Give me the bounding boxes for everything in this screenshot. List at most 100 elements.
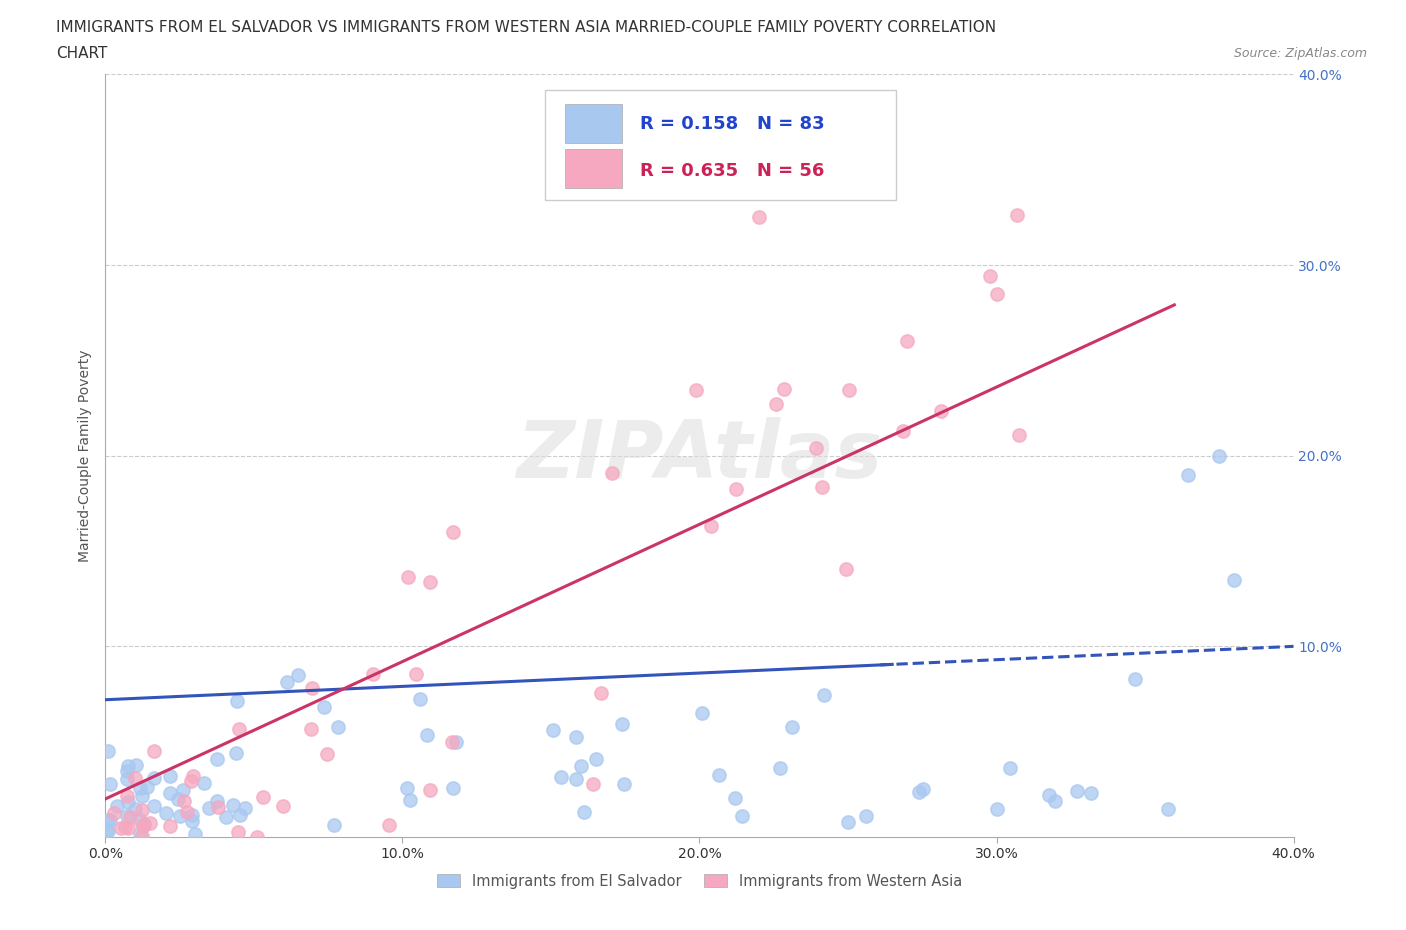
Point — [1008, 428, 1031, 443]
Point — [301, 681, 323, 696]
Point — [155, 806, 177, 821]
Point — [550, 769, 572, 784]
Point — [315, 747, 337, 762]
Point — [159, 786, 181, 801]
Point — [685, 383, 707, 398]
Text: R = 0.158   N = 83: R = 0.158 N = 83 — [640, 115, 825, 133]
Point — [441, 525, 464, 540]
Point — [207, 800, 229, 815]
Point — [312, 699, 335, 714]
Point — [117, 794, 139, 809]
Point — [193, 776, 215, 790]
Point — [124, 802, 146, 817]
Point — [105, 798, 128, 813]
Point — [585, 751, 607, 766]
Point — [600, 466, 623, 481]
Point — [229, 807, 252, 822]
Point — [835, 562, 858, 577]
Point — [998, 761, 1021, 776]
Point — [748, 210, 770, 225]
Point — [811, 480, 834, 495]
Point — [173, 793, 195, 808]
Point — [979, 269, 1001, 284]
Point — [132, 817, 155, 831]
Point — [180, 814, 202, 829]
Point — [730, 809, 752, 824]
Bar — [565, 104, 623, 143]
Point — [118, 809, 141, 824]
Point — [773, 381, 796, 396]
Point — [908, 785, 931, 800]
Point — [143, 799, 166, 814]
Point — [131, 789, 153, 804]
Point — [322, 818, 344, 833]
Point — [837, 815, 859, 830]
Text: Source: ZipAtlas.com: Source: ZipAtlas.com — [1233, 46, 1367, 60]
Point — [1005, 207, 1028, 222]
Point — [804, 441, 827, 456]
Point — [589, 685, 612, 700]
Point — [441, 780, 464, 795]
Point — [115, 771, 138, 786]
Point — [225, 745, 247, 760]
Point — [891, 423, 914, 438]
Bar — [565, 149, 623, 188]
Point — [707, 768, 730, 783]
Point — [172, 783, 194, 798]
Point — [97, 744, 120, 759]
Point — [581, 777, 603, 791]
Point — [896, 333, 918, 348]
Point — [103, 805, 125, 820]
Point — [96, 823, 118, 838]
Point — [180, 774, 202, 789]
Point — [416, 728, 439, 743]
Point — [225, 694, 247, 709]
Point — [198, 801, 221, 816]
Point — [117, 758, 139, 773]
Text: ZIPAtlas: ZIPAtlas — [516, 417, 883, 495]
Point — [131, 829, 153, 844]
Point — [541, 723, 564, 737]
Point — [361, 666, 384, 681]
Point — [405, 667, 427, 682]
Point — [205, 793, 228, 808]
Point — [226, 825, 249, 840]
Point — [176, 804, 198, 819]
Point — [613, 777, 636, 791]
Point — [228, 722, 250, 737]
Point — [1043, 794, 1066, 809]
Point — [180, 807, 202, 822]
Point — [169, 808, 191, 823]
Point — [724, 790, 747, 805]
Point — [97, 823, 120, 838]
Point — [125, 757, 148, 772]
Point — [1223, 572, 1246, 587]
Point — [690, 706, 713, 721]
Point — [129, 812, 152, 827]
Point — [1177, 468, 1199, 483]
Point — [326, 720, 349, 735]
Point — [855, 809, 877, 824]
Point — [131, 803, 153, 817]
Point — [1038, 787, 1060, 802]
Point — [911, 781, 934, 796]
Point — [134, 817, 156, 832]
Point — [207, 751, 229, 766]
Text: R = 0.635   N = 56: R = 0.635 N = 56 — [640, 162, 824, 179]
Point — [245, 830, 267, 844]
Point — [838, 383, 860, 398]
Point — [1156, 802, 1178, 817]
Point — [769, 761, 792, 776]
Point — [1066, 784, 1088, 799]
Point — [780, 720, 803, 735]
Point — [986, 802, 1008, 817]
Point — [444, 735, 467, 750]
Point — [610, 717, 633, 732]
Point — [252, 790, 274, 804]
Point — [215, 810, 238, 825]
Point — [184, 826, 207, 841]
Point — [1208, 448, 1230, 463]
Point — [135, 779, 157, 794]
Point — [565, 730, 588, 745]
Point — [117, 809, 139, 824]
